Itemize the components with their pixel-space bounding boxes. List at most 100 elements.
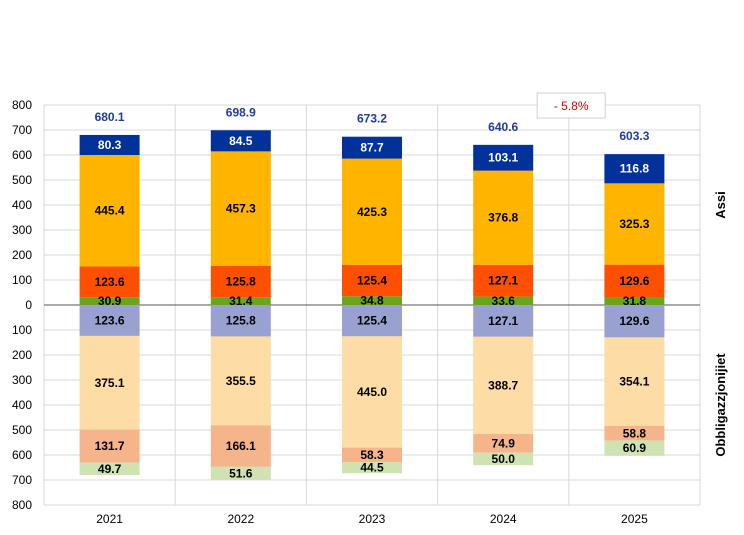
data-label: 31.4: [229, 294, 253, 308]
data-label: 125.4: [357, 314, 387, 328]
bar-segment-asset: [473, 170, 534, 265]
y-tick-label: 500: [12, 173, 32, 187]
data-label: 445.0: [357, 385, 387, 399]
bar-totals: 680.1 698.9 673.2 640.6 603.3: [95, 105, 650, 143]
bar-segment-liability: [79, 462, 140, 476]
data-label: 103.1: [488, 151, 518, 165]
data-label: 74.9: [492, 436, 516, 450]
bar-segment-asset: [342, 264, 402, 297]
y-tick-label: 600: [12, 148, 32, 162]
bar-segment-liability: [342, 447, 402, 463]
bar-segment-asset: [79, 155, 140, 267]
data-label: 123.6: [95, 313, 125, 327]
data-label: 355.5: [226, 374, 256, 388]
data-label: 125.4: [357, 274, 387, 288]
data-label: 116.8: [620, 162, 650, 176]
bar-segment-asset: [79, 134, 140, 156]
bar-segment-asset: [210, 151, 271, 266]
x-tick-label: 2021: [96, 512, 123, 526]
data-label: 34.8: [360, 294, 384, 308]
bar-segment-liability: [342, 305, 402, 337]
bar-segment-liability: [473, 336, 534, 434]
bar-segment-asset: [342, 158, 402, 265]
data-label: 129.6: [619, 314, 649, 328]
y-tick-label: 100: [12, 273, 32, 287]
y-tick-label: 300: [12, 223, 32, 237]
bar-total-label: 640.6: [488, 120, 518, 134]
bar-segment-asset: [604, 183, 665, 265]
bar-segment-asset: [473, 144, 534, 171]
data-label: 123.6: [95, 275, 125, 289]
bar-segment-asset: [473, 296, 534, 305]
x-tick-label: 2025: [621, 512, 648, 526]
data-label: 58.8: [623, 426, 647, 440]
bar-segment-liability: [79, 305, 140, 336]
bar-segment-liability: [210, 425, 271, 467]
data-label: 325.3: [619, 217, 649, 231]
y-tick-label: 600: [12, 448, 32, 462]
y-tick-label: 300: [12, 373, 32, 387]
data-label: 375.1: [95, 376, 125, 390]
bar-segment-liability: [473, 305, 534, 337]
y-tick-label: 0: [25, 298, 32, 312]
bar-segment-liability: [473, 433, 534, 453]
data-label: 33.6: [492, 294, 516, 308]
x-tick-label: 2024: [490, 512, 517, 526]
data-label: 84.5: [229, 134, 253, 148]
change-annotation: - 5.8%: [536, 92, 606, 119]
data-label: 129.6: [619, 274, 649, 288]
data-label: 125.8: [226, 314, 256, 328]
data-label: 49.7: [98, 462, 122, 476]
data-label: 376.8: [488, 211, 518, 225]
bar-segment-liability: [79, 429, 140, 463]
data-label: 87.7: [360, 141, 384, 155]
bar-total-label: 673.2: [357, 112, 387, 126]
bar-total-label: 698.9: [226, 105, 256, 119]
annotation-box: [536, 92, 606, 119]
data-label: 31.8: [623, 294, 647, 308]
data-label: 445.4: [95, 204, 125, 218]
data-label: 80.3: [98, 138, 122, 152]
y-tick-label: 500: [12, 423, 32, 437]
bar-segment-asset: [604, 297, 665, 305]
bar-segment-asset: [79, 266, 140, 298]
bar-segment-liability: [604, 425, 665, 441]
y-tick-label: 400: [12, 198, 32, 212]
y-tick-label: 100: [12, 323, 32, 337]
bar-segment-asset: [342, 296, 402, 305]
bar-segment-liability: [604, 305, 665, 338]
y-tick-label: 200: [12, 248, 32, 262]
bar-segment-asset: [210, 265, 271, 298]
bar-segment-liability: [79, 335, 140, 430]
bar-total-label: 603.3: [619, 129, 649, 143]
x-tick-label: 2022: [227, 512, 254, 526]
data-label: 125.8: [226, 274, 256, 288]
data-label: 131.7: [95, 439, 125, 453]
x-tick-label: 2023: [359, 512, 386, 526]
y-tick-label: 800: [12, 98, 32, 112]
bar-segment-asset: [210, 130, 271, 152]
data-label: 354.1: [619, 375, 649, 389]
data-label: 425.3: [357, 205, 387, 219]
bar-segment-liability: [604, 440, 665, 456]
data-label: 58.3: [360, 448, 384, 462]
annotation-text: - 5.8%: [554, 99, 589, 113]
bar-segment-liability: [210, 336, 271, 426]
bar-segment-asset: [342, 136, 402, 159]
y-tick-label: 700: [12, 473, 32, 487]
y-tick-label: 400: [12, 398, 32, 412]
data-label: 60.9: [623, 441, 647, 455]
y-tick-label: 800: [12, 498, 32, 512]
data-label: 51.6: [229, 466, 253, 480]
data-label: 457.3: [226, 202, 256, 216]
x-axis: 2021 2022 2023 2024 2025: [96, 512, 648, 526]
y-tick-label: 200: [12, 348, 32, 362]
bar-segment-asset: [79, 297, 140, 305]
bar-segment-liability: [210, 305, 271, 337]
data-label: 388.7: [488, 378, 518, 392]
y-tick-label: 700: [12, 123, 32, 137]
bar-segment-asset: [604, 154, 665, 184]
bar-total-label: 680.1: [95, 110, 125, 124]
bar-segment-asset: [473, 264, 534, 297]
